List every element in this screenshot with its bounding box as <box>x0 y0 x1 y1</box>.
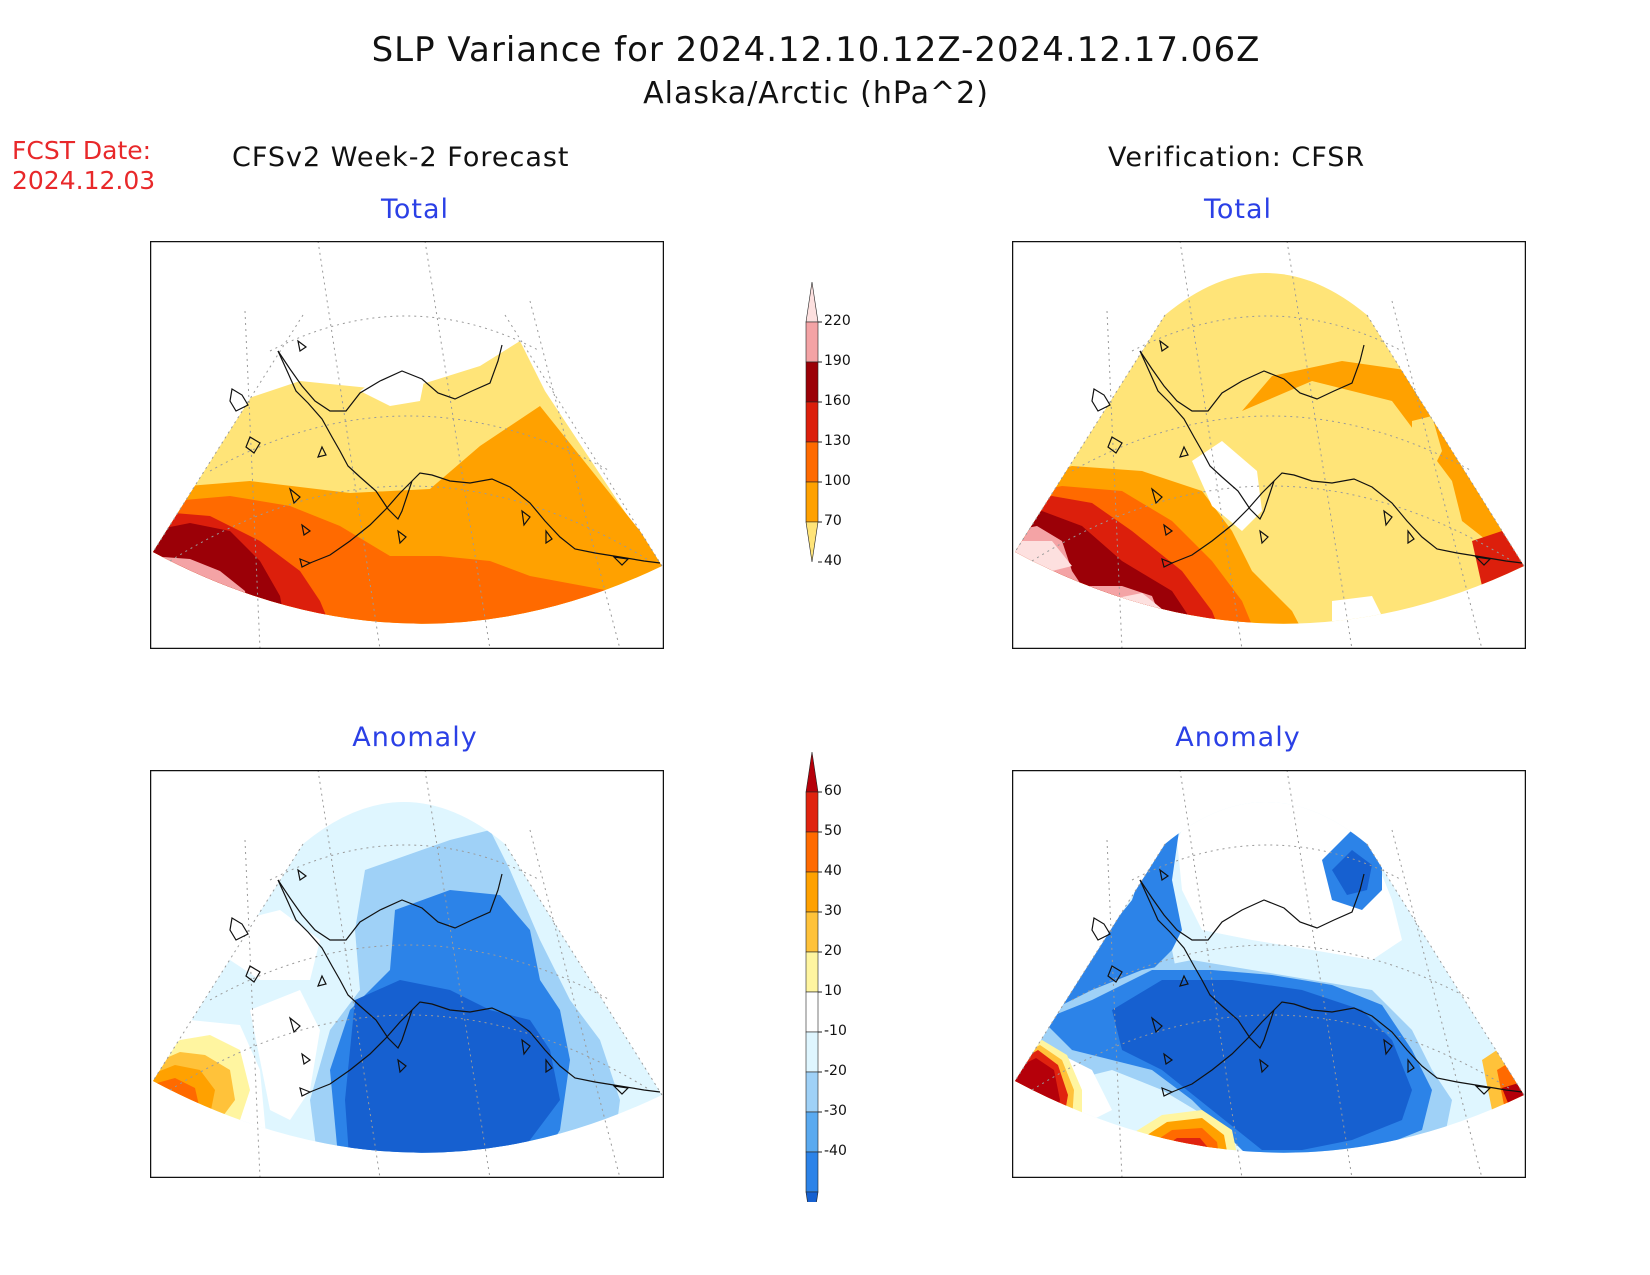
colorbar-tick-label: -40 <box>824 1143 847 1159</box>
colorbar-swatch <box>805 1071 819 1113</box>
colorbar-swatch <box>805 361 819 403</box>
colorbar-tick-label: -20 <box>824 1063 847 1079</box>
colorbar-tick-label: 40 <box>824 553 842 569</box>
forecast-total-title: Total <box>380 194 450 225</box>
colorbar-swatch <box>805 831 819 873</box>
colorbar-swatch <box>805 991 819 1033</box>
forecast-column-title: CFSv2 Week-2 Forecast <box>232 142 570 173</box>
colorbar-tick-label: 130 <box>824 433 851 449</box>
forecast-anomaly-map <box>150 770 664 1178</box>
colorbar-swatch <box>805 441 819 483</box>
colorbar-tick-label: 70 <box>824 513 842 529</box>
colorbar-swatch <box>805 1111 819 1153</box>
colorbar-swatch <box>805 911 819 953</box>
colorbar-bottom-arrow <box>805 1191 819 1233</box>
colorbar-swatch <box>805 1031 819 1073</box>
colorbar-swatch <box>805 791 819 833</box>
colorbar-tick-label: 30 <box>824 903 842 919</box>
colorbar-top-arrow <box>805 751 819 793</box>
anomaly-colorbar: 60 50 40 30 20 10 -10 -20 -30 -40 <box>794 751 854 1233</box>
verification-total-title: Total <box>1203 194 1273 225</box>
forecast-anomaly-title: Anomaly <box>352 722 478 753</box>
map-title: SLP Variance for 2024.12.10.12Z-2024.12.… <box>371 30 1261 70</box>
colorbar-swatch <box>805 321 819 363</box>
colorbar-tick-label: 160 <box>824 393 851 409</box>
fcst-date-value: 2024.12.03 <box>12 166 156 195</box>
total-colorbar: 220 190 160 130 100 70 40 <box>794 281 854 616</box>
colorbar-tick-label: 10 <box>824 983 842 999</box>
colorbar-tick-label: 220 <box>824 313 851 329</box>
colorbar-tick-label: 40 <box>824 863 842 879</box>
verification-anomaly-map <box>1012 770 1526 1178</box>
verification-column-title: Verification: CFSR <box>1108 142 1366 173</box>
forecast-total-map <box>150 241 664 649</box>
colorbar-swatch <box>805 401 819 443</box>
colorbar-tick-label: 50 <box>824 823 842 839</box>
colorbar-tick-label: -10 <box>824 1023 847 1039</box>
fcst-date-label: FCST Date: <box>12 136 152 165</box>
colorbar-top-arrow <box>805 281 819 323</box>
colorbar-swatch <box>805 1151 819 1193</box>
colorbar-tick-label: 60 <box>824 783 842 799</box>
verification-anomaly-title: Anomaly <box>1175 722 1301 753</box>
colorbar-swatch <box>805 481 819 523</box>
colorbar-tick-label: 190 <box>824 353 851 369</box>
colorbar-tick-label: 100 <box>824 473 851 489</box>
colorbar-tick-label: 20 <box>824 943 842 959</box>
colorbar-swatch <box>805 871 819 913</box>
total-colorbar-swatches <box>805 281 822 563</box>
colorbar-swatch <box>805 951 819 993</box>
verification-total-map <box>1012 241 1526 649</box>
colorbar-bottom-arrow <box>805 521 819 563</box>
colorbar-tick-label: -30 <box>824 1103 847 1119</box>
anomaly-colorbar-swatches <box>805 751 822 1233</box>
map-subtitle: Alaska/Arctic (hPa^2) <box>643 76 989 111</box>
